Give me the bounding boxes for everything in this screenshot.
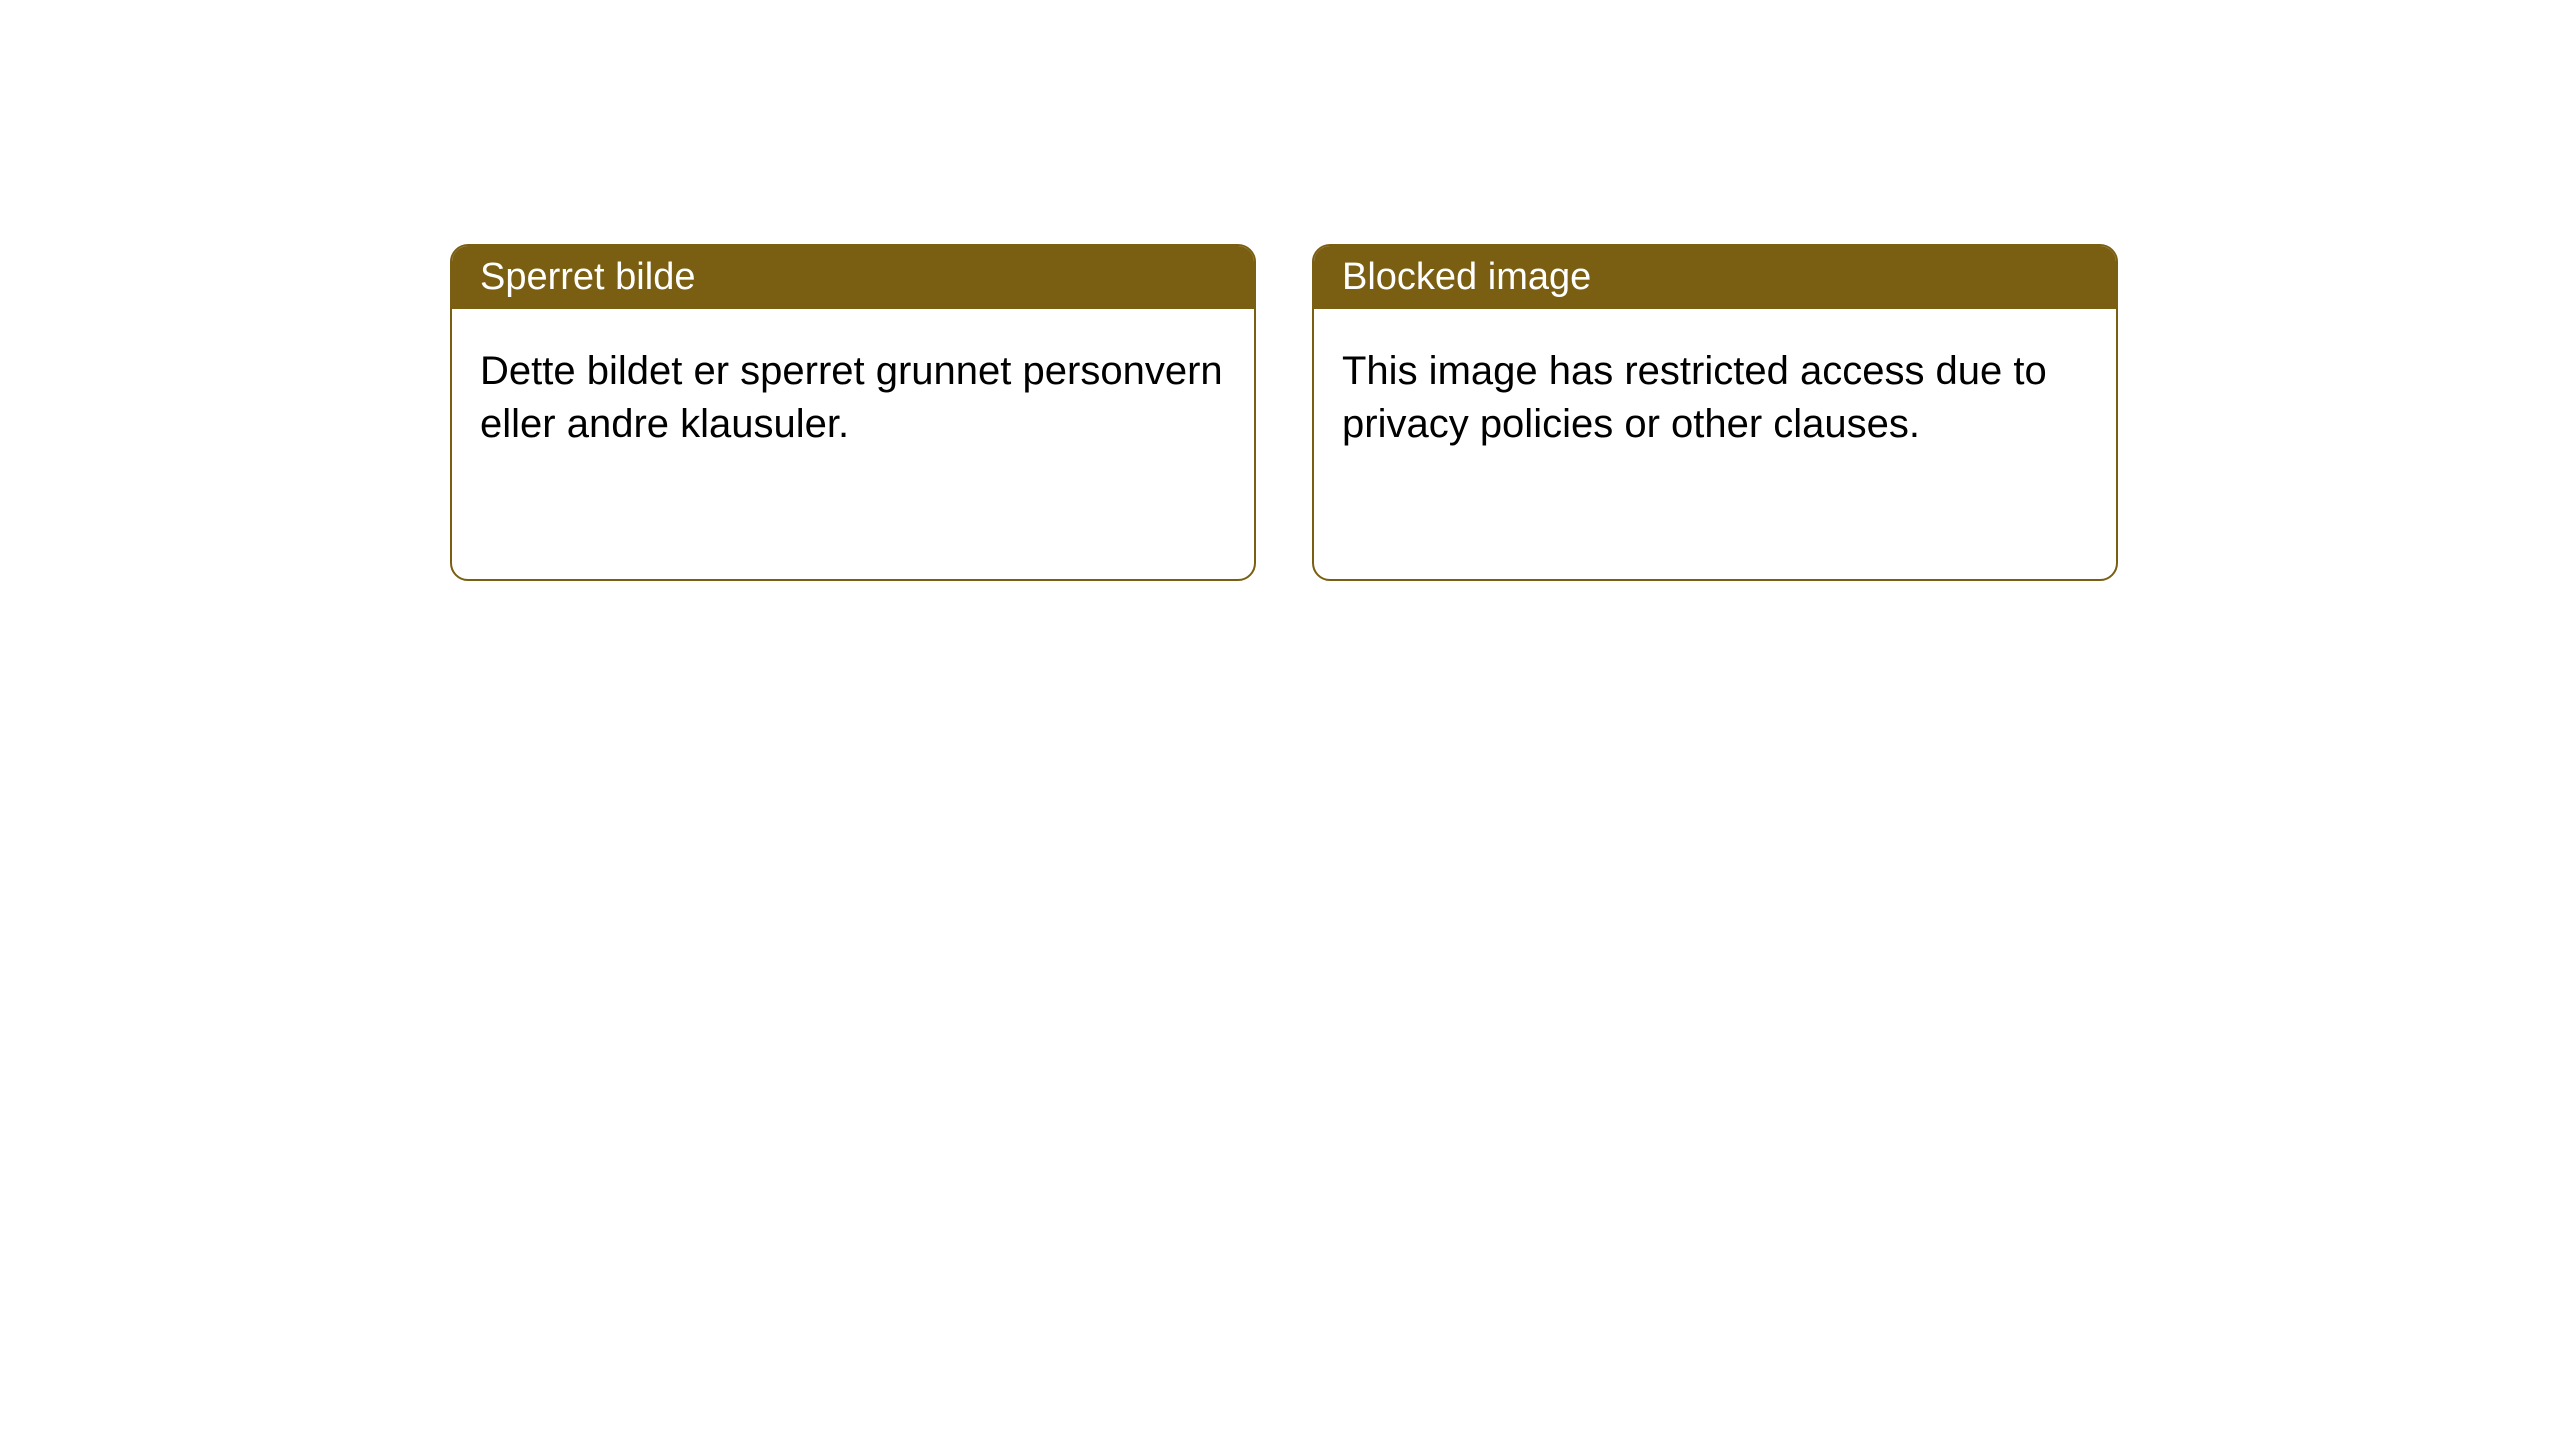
card-body-text-nb: Dette bildet er sperret grunnet personve… [480, 349, 1223, 446]
card-title-en: Blocked image [1342, 256, 1591, 298]
notice-container: Sperret bilde Dette bildet er sperret gr… [0, 0, 2560, 581]
card-title-nb: Sperret bilde [480, 256, 695, 298]
card-header-en: Blocked image [1314, 246, 2116, 309]
card-body-nb: Dette bildet er sperret grunnet personve… [452, 309, 1254, 487]
blocked-image-card-nb: Sperret bilde Dette bildet er sperret gr… [450, 244, 1256, 581]
card-header-nb: Sperret bilde [452, 246, 1254, 309]
card-body-en: This image has restricted access due to … [1314, 309, 2116, 487]
card-body-text-en: This image has restricted access due to … [1342, 349, 2047, 446]
blocked-image-card-en: Blocked image This image has restricted … [1312, 244, 2118, 581]
